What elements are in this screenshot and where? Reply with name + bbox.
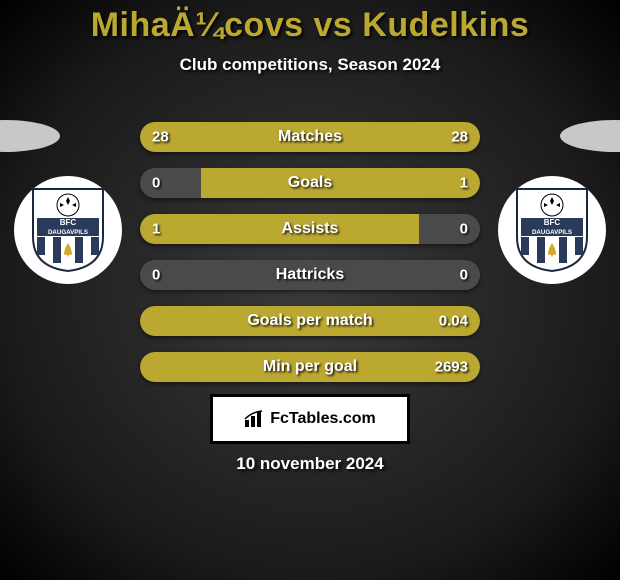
shield-icon: BFC DAUGAVPILS — [515, 187, 589, 273]
stat-row: Goals01 — [140, 168, 480, 198]
decor-oval-right — [560, 120, 620, 152]
svg-text:DAUGAVPILS: DAUGAVPILS — [532, 229, 572, 236]
stat-value-right: 0 — [460, 221, 468, 238]
page-title: MihaÄ¼covs vs Kudelkins — [0, 6, 620, 45]
source-box: FcTables.com — [210, 394, 410, 444]
stat-row: Assists10 — [140, 214, 480, 244]
source-text: FcTables.com — [270, 410, 376, 428]
stat-bar-right — [201, 168, 480, 198]
page-subtitle: Club competitions, Season 2024 — [0, 55, 620, 75]
player2-crest: BFC DAUGAVPILS — [498, 176, 606, 284]
decor-oval-left — [0, 120, 60, 152]
stat-row: Matches2828 — [140, 122, 480, 152]
stat-row: Min per goal2693 — [140, 352, 480, 382]
header: MihaÄ¼covs vs Kudelkins Club competition… — [0, 0, 620, 75]
stat-value-right: 0 — [460, 267, 468, 284]
shield-icon: BFC DAUGAVPILS — [31, 187, 105, 273]
svg-text:BFC: BFC — [544, 218, 561, 227]
stat-label: Hattricks — [140, 266, 480, 284]
stats-container: Matches2828Goals01Assists10Hattricks00Go… — [140, 122, 480, 398]
stat-bar-right — [310, 122, 480, 152]
stat-bar-right — [140, 306, 480, 336]
stat-row: Hattricks0 0 — [140, 260, 480, 290]
date-text: 10 november 2024 — [0, 454, 620, 474]
stat-bar-right — [140, 352, 480, 382]
stat-value-left: 0 — [152, 267, 160, 284]
chart-icon — [244, 410, 266, 428]
stat-bar-left — [140, 214, 419, 244]
fctables-logo: FcTables.com — [244, 410, 376, 428]
stat-bar-left — [140, 122, 310, 152]
crest-bottom-text: DAUGAVPILS — [48, 229, 88, 236]
crest-top-text: BFC — [60, 218, 77, 227]
stat-value-left: 0 — [152, 175, 160, 192]
stat-row: Goals per match0.04 — [140, 306, 480, 336]
player1-crest: BFC DAUGAVPILS — [14, 176, 122, 284]
